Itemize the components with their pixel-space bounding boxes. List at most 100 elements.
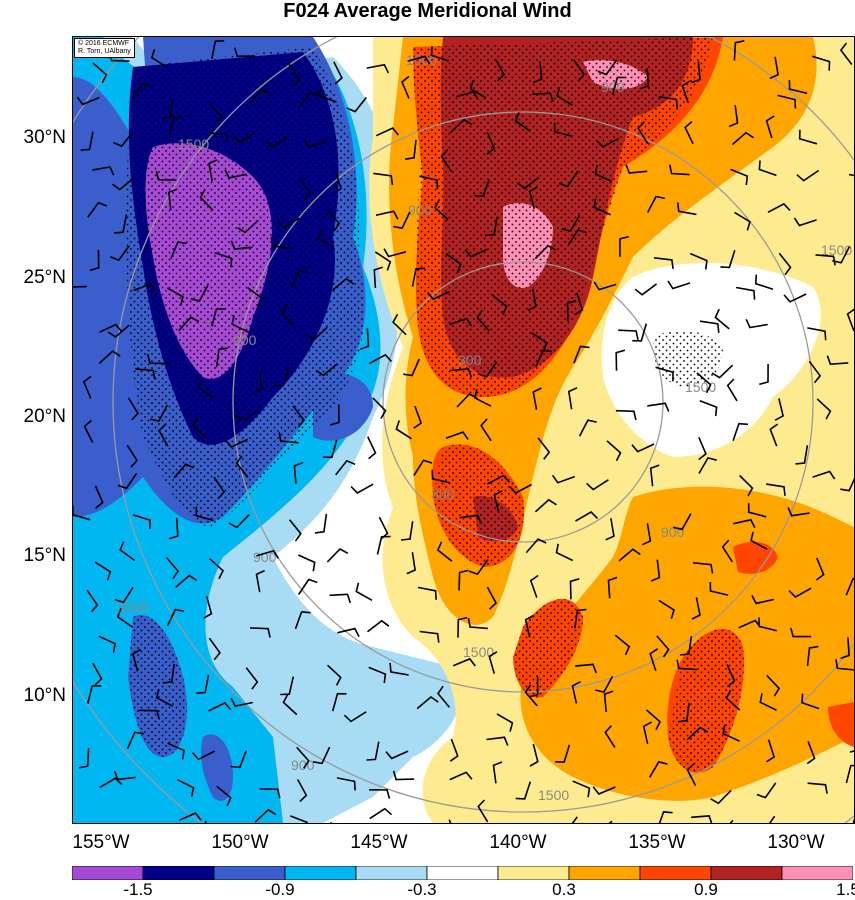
wind-barb bbox=[649, 464, 660, 487]
wind-barb bbox=[430, 46, 449, 62]
wind-barb bbox=[314, 513, 328, 534]
wind-barb bbox=[639, 67, 650, 90]
wind-barb bbox=[83, 419, 94, 443]
wind-barb bbox=[245, 667, 259, 690]
wind-barb bbox=[728, 105, 739, 128]
wind-barb bbox=[574, 608, 587, 629]
stipple-se2 bbox=[668, 628, 744, 773]
wind-barb bbox=[114, 214, 128, 234]
wind-barb bbox=[237, 219, 259, 234]
wind-barb bbox=[769, 423, 779, 447]
lat-label: 25°N bbox=[23, 267, 66, 288]
wind-barb bbox=[296, 746, 310, 769]
wind-barb bbox=[759, 693, 777, 711]
wind-barb bbox=[178, 812, 202, 822]
stipple-east bbox=[653, 330, 723, 388]
wind-barb bbox=[80, 131, 94, 151]
wind-barb bbox=[832, 246, 851, 264]
wind-barb bbox=[407, 55, 431, 65]
wind-barb bbox=[684, 120, 694, 145]
wind-barb bbox=[449, 771, 473, 781]
wind-barb bbox=[485, 216, 498, 237]
wind-barb bbox=[754, 274, 774, 290]
wind-barb bbox=[637, 121, 649, 145]
wind-barb bbox=[166, 608, 185, 627]
wind-barb bbox=[116, 608, 133, 628]
wind-barb bbox=[486, 736, 509, 746]
wind-barb bbox=[553, 122, 573, 138]
wind-barb bbox=[476, 309, 490, 332]
wind-barb bbox=[78, 748, 90, 769]
wind-barb bbox=[374, 251, 392, 271]
wind-barb bbox=[491, 294, 508, 315]
wind-barb bbox=[815, 254, 836, 266]
wind-barb bbox=[691, 597, 701, 620]
wind-barb bbox=[606, 440, 622, 462]
wind-barb bbox=[556, 86, 573, 106]
wind-barb bbox=[369, 353, 393, 365]
wind-barb bbox=[769, 56, 779, 80]
wind-barb bbox=[735, 286, 756, 300]
wind-barb bbox=[290, 815, 308, 823]
wind-barb bbox=[721, 539, 734, 563]
ring-label: 900 bbox=[408, 202, 432, 218]
ring-label: 900 bbox=[233, 332, 257, 348]
wind-barb bbox=[190, 284, 209, 302]
wind-barb bbox=[436, 685, 451, 708]
wind-barb bbox=[230, 240, 253, 250]
wind-barb bbox=[331, 692, 347, 712]
wind-barb bbox=[571, 680, 581, 704]
wind-barb bbox=[209, 558, 224, 580]
wind-barb bbox=[297, 554, 316, 572]
wind-barb bbox=[109, 245, 131, 262]
wind-barb bbox=[795, 445, 809, 465]
wind-barb bbox=[614, 634, 631, 656]
wind-barb bbox=[162, 663, 175, 684]
wind-barb bbox=[232, 131, 256, 144]
wind-barb bbox=[280, 676, 295, 696]
wind-barb bbox=[366, 436, 377, 460]
wind-barb bbox=[514, 112, 531, 133]
wind-barb bbox=[303, 138, 327, 148]
wind-barb bbox=[486, 131, 496, 155]
range-ring bbox=[112, 37, 854, 813]
wind-barb bbox=[247, 286, 263, 307]
wind-barb bbox=[373, 172, 394, 185]
wind-barb bbox=[788, 587, 812, 598]
colorbar-box bbox=[568, 866, 641, 880]
wind-barb bbox=[632, 323, 648, 342]
wind-barb bbox=[155, 170, 177, 181]
wind-barb bbox=[73, 505, 91, 521]
wind-barb bbox=[787, 507, 810, 517]
wind-barb bbox=[331, 277, 355, 291]
wind-barb bbox=[298, 91, 320, 107]
wind-barb bbox=[178, 316, 200, 332]
colorbar-box bbox=[639, 866, 712, 880]
colorbar-label: -0.9 bbox=[265, 880, 295, 899]
wind-barb bbox=[449, 738, 459, 762]
wind-barb bbox=[203, 596, 213, 619]
wind-barb bbox=[416, 695, 439, 710]
wind-barb bbox=[401, 521, 414, 541]
wind-barb bbox=[537, 437, 551, 460]
wind-barb bbox=[756, 782, 777, 799]
wind-barb bbox=[774, 398, 785, 421]
wind-barb bbox=[452, 657, 476, 667]
wind-barb bbox=[392, 770, 415, 781]
wind-barb bbox=[745, 318, 768, 329]
wind-barb bbox=[318, 86, 337, 103]
wind-barb bbox=[73, 285, 87, 288]
wind-barb bbox=[594, 164, 613, 183]
wind-barb bbox=[196, 674, 210, 694]
wind-barb bbox=[132, 82, 152, 100]
wind-barb bbox=[393, 211, 411, 230]
wind-barb bbox=[586, 479, 609, 491]
wind-barb bbox=[99, 323, 123, 333]
stipple-south bbox=[128, 615, 187, 757]
wind-barb bbox=[158, 423, 169, 447]
wind-barb bbox=[816, 398, 832, 420]
wind-barb bbox=[528, 186, 538, 210]
wind-barb bbox=[788, 80, 808, 95]
wind-barbs bbox=[73, 39, 854, 823]
wind-barb bbox=[525, 538, 547, 554]
